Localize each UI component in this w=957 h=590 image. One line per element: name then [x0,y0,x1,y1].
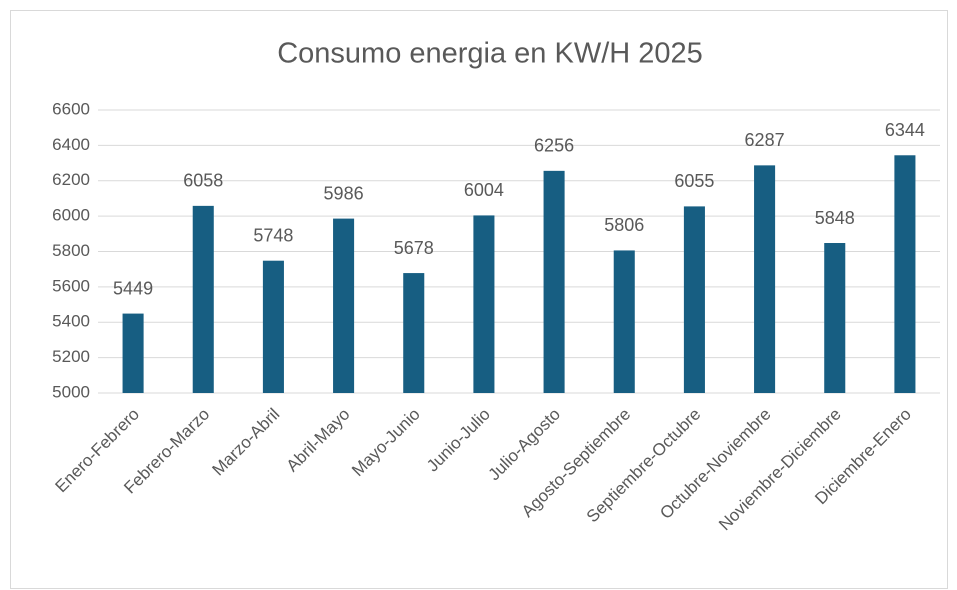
data-label: 5748 [253,225,293,245]
data-label: 6256 [534,136,574,156]
data-label: 5848 [815,208,855,228]
data-label: 5806 [604,215,644,235]
y-tick-label: 6600 [52,99,90,118]
bar [894,155,916,393]
data-label: 5678 [394,238,434,258]
y-tick-label: 5200 [52,347,90,366]
data-label: 6344 [885,120,925,140]
bar [683,206,705,393]
data-label: 6055 [674,171,714,191]
data-label: 6058 [183,171,223,191]
bar [824,243,846,393]
bar [403,273,425,393]
bar [192,205,214,393]
y-tick-label: 6000 [52,206,90,225]
bar [262,260,284,393]
bar [333,218,355,393]
data-label: 5449 [113,278,153,298]
chart-title: Consumo energia en KW/H 2025 [277,38,703,70]
y-tick-label: 6200 [52,170,90,189]
data-label: 6004 [464,180,504,200]
y-tick-label: 5000 [52,382,90,401]
bar [122,313,144,393]
data-label: 6287 [745,130,785,150]
bar [613,250,635,393]
y-tick-label: 6400 [52,135,90,154]
bar [473,215,495,393]
y-tick-label: 5600 [52,276,90,295]
y-tick-label: 5400 [52,312,90,331]
y-tick-label: 5800 [52,241,90,260]
bar [543,170,565,393]
data-label: 5986 [324,183,364,203]
bar [754,165,776,393]
